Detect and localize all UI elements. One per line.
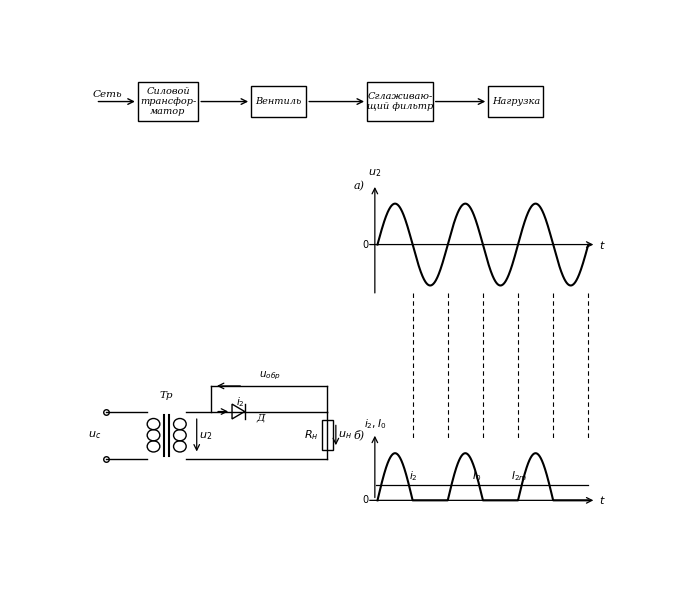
Text: Сеть: Сеть [93, 91, 122, 99]
Text: Д: Д [256, 414, 265, 423]
Bar [251, 86, 306, 117]
Text: $t$: $t$ [599, 494, 605, 506]
Text: 0: 0 [362, 495, 369, 506]
Text: $t$: $t$ [599, 239, 605, 251]
Text: $i_2, I_0$: $i_2, I_0$ [364, 417, 386, 431]
Text: $u_2$: $u_2$ [199, 431, 213, 442]
Text: $u_c$: $u_c$ [88, 429, 101, 441]
Text: Силовой
трансфор-
матор: Силовой трансфор- матор [140, 86, 196, 117]
Text: $u_н$: $u_н$ [339, 429, 352, 441]
Text: Вентиль: Вентиль [256, 97, 302, 106]
Text: $I_0$: $I_0$ [472, 470, 481, 483]
Text: а): а) [354, 181, 364, 191]
Text: $I_{2m}$: $I_{2m}$ [511, 470, 527, 483]
Text: $u_2$: $u_2$ [369, 168, 381, 179]
Bar [322, 420, 333, 451]
Bar [488, 86, 543, 117]
Text: б): б) [353, 430, 364, 440]
Text: Нагрузка: Нагрузка [492, 97, 540, 106]
Text: $i_2$: $i_2$ [409, 470, 418, 483]
Text: Тр: Тр [160, 391, 173, 400]
Text: $u_{обр}$: $u_{обр}$ [258, 370, 280, 382]
Text: $R_н$: $R_н$ [305, 428, 319, 442]
Text: 0: 0 [362, 240, 369, 249]
Bar [137, 82, 199, 121]
Text: Сглаживаю-
щий фильтр: Сглаживаю- щий фильтр [367, 92, 433, 111]
Bar [367, 82, 432, 121]
Text: $i_2$: $i_2$ [236, 396, 245, 409]
